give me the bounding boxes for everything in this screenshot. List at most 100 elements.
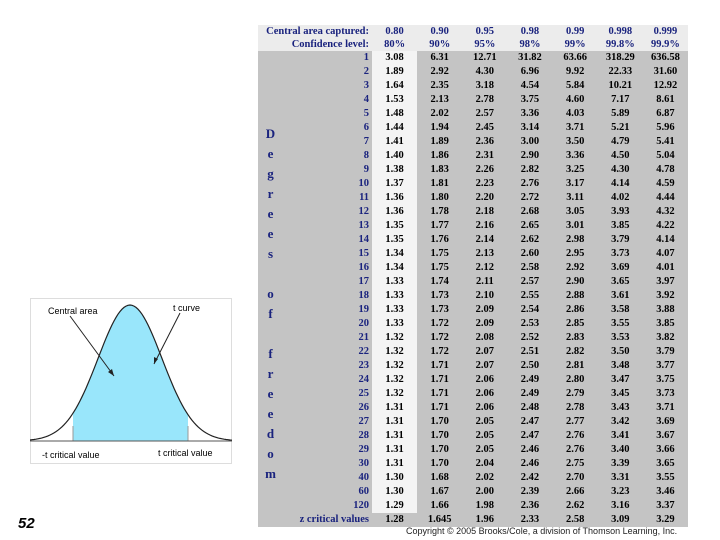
value-cell: 3.50 <box>565 136 585 147</box>
z-cell: 3.29 <box>642 513 688 527</box>
value-cell: 1.41 <box>372 135 418 149</box>
df-cell: 28 <box>358 430 370 441</box>
value-cell: 1.31 <box>372 457 418 471</box>
df-cell: 22 <box>358 346 370 357</box>
value-cell: 2.45 <box>475 122 495 133</box>
data-row: 14 1.35 1.76 2.14 2.62 2.98 3.79 4.14 <box>258 233 688 247</box>
value-cell: 2.95 <box>565 248 585 259</box>
data-row: 9 1.38 1.83 2.26 2.82 3.25 4.30 4.78 <box>258 163 688 177</box>
value-cell: 1.74 <box>430 276 449 287</box>
value-cell: 2.66 <box>565 486 585 497</box>
value-cell: 1.89 <box>430 136 449 147</box>
value-cell: 4.79 <box>611 136 630 147</box>
value-cell: 2.72 <box>520 192 540 203</box>
value-cell: 1.83 <box>430 164 449 175</box>
value-cell: 2.62 <box>520 234 540 245</box>
value-cell: 1.70 <box>430 444 449 455</box>
arrowhead <box>154 357 158 364</box>
value-cell: 4.14 <box>611 178 630 189</box>
value-cell: 2.78 <box>475 94 495 105</box>
value-cell: 5.04 <box>656 150 675 161</box>
data-row: 4 1.53 2.13 2.78 3.75 4.60 7.17 8.61 <box>258 93 688 107</box>
value-cell: 636.58 <box>650 52 680 63</box>
value-cell: 1.64 <box>372 79 418 93</box>
data-row: 40 1.30 1.68 2.02 2.42 2.70 3.31 3.55 <box>258 471 688 485</box>
value-cell: 1.34 <box>372 261 418 275</box>
value-cell: 1.76 <box>430 234 449 245</box>
value-cell: 1.72 <box>430 332 449 343</box>
value-cell: 2.53 <box>520 318 540 329</box>
value-cell: 3.77 <box>656 360 675 371</box>
header-cell: 98% <box>507 38 553 51</box>
value-cell: 1.33 <box>372 275 418 289</box>
z-cell: 1.28 <box>372 513 418 527</box>
central-area <box>73 305 188 441</box>
data-row: 15 1.34 1.75 2.13 2.60 2.95 3.73 4.07 <box>258 247 688 261</box>
value-cell: 2.54 <box>520 304 540 315</box>
value-cell: 1.78 <box>430 206 449 217</box>
data-row: 26 1.31 1.71 2.06 2.48 2.78 3.43 3.71 <box>258 401 688 415</box>
value-cell: 2.57 <box>475 108 495 119</box>
value-cell: 4.60 <box>565 94 585 105</box>
value-cell: 2.18 <box>475 206 495 217</box>
value-cell: 3.65 <box>656 458 675 469</box>
df-cell: 4 <box>363 94 369 105</box>
value-cell: 7.17 <box>611 94 630 105</box>
data-row: 10 1.37 1.81 2.23 2.76 3.17 4.14 4.59 <box>258 177 688 191</box>
value-cell: 1.32 <box>372 359 418 373</box>
z-cell: 1.96 <box>462 513 508 527</box>
data-row: 22 1.32 1.72 2.07 2.51 2.82 3.50 3.79 <box>258 345 688 359</box>
value-cell: 2.11 <box>475 276 494 287</box>
value-cell: 2.50 <box>520 360 540 371</box>
value-cell: 1.86 <box>430 150 449 161</box>
df-cell: 24 <box>358 374 370 385</box>
value-cell: 3.85 <box>611 220 630 231</box>
df-cell: 25 <box>358 388 370 399</box>
value-cell: 5.89 <box>611 108 630 119</box>
value-cell: 2.14 <box>475 234 495 245</box>
value-cell: 1.70 <box>430 416 449 427</box>
value-cell: 4.07 <box>656 248 675 259</box>
value-cell: 10.21 <box>608 80 633 91</box>
value-cell: 3.65 <box>611 276 630 287</box>
value-cell: 1.44 <box>372 121 418 135</box>
header-cell: 0.90 <box>417 25 463 38</box>
value-cell: 2.86 <box>565 304 585 315</box>
value-cell: 1.38 <box>372 163 418 177</box>
df-cell: 19 <box>358 304 370 315</box>
value-cell: 6.96 <box>520 66 540 77</box>
value-cell: 2.52 <box>520 332 540 343</box>
value-cell: 3.53 <box>611 332 630 343</box>
value-cell: 3.48 <box>611 360 630 371</box>
value-cell: 2.06 <box>475 388 495 399</box>
value-cell: 2.68 <box>520 206 540 217</box>
header-cell: 99% <box>552 38 598 51</box>
value-cell: 1.71 <box>430 360 449 371</box>
header-cell: 0.95 <box>462 25 508 38</box>
value-cell: 1.70 <box>430 458 449 469</box>
value-cell: 2.80 <box>565 374 585 385</box>
df-cell: 9 <box>363 164 369 175</box>
value-cell: 4.01 <box>656 262 675 273</box>
value-cell: 2.49 <box>520 374 540 385</box>
value-cell: 1.89 <box>372 65 418 79</box>
value-cell: 2.06 <box>475 374 495 385</box>
value-cell: 2.49 <box>520 388 540 399</box>
value-cell: 3.93 <box>611 206 630 217</box>
value-cell: 2.92 <box>565 262 585 273</box>
value-cell: 2.47 <box>520 430 540 441</box>
header-row: Central area captured: 0.80 0.90 0.95 0.98 0.… <box>258 25 688 38</box>
data-row: 6 1.44 1.94 2.45 3.14 3.71 5.21 5.96 <box>258 121 688 135</box>
value-cell: 3.08 <box>372 51 418 65</box>
value-cell: 31.60 <box>653 66 678 77</box>
value-cell: 1.30 <box>372 471 418 485</box>
header-cell: 95% <box>462 38 508 51</box>
value-cell: 3.73 <box>611 248 630 259</box>
value-cell: 4.54 <box>520 80 540 91</box>
df-cell: 14 <box>358 234 370 245</box>
value-cell: 2.76 <box>565 444 585 455</box>
data-row: 3 1.64 2.35 3.18 4.54 5.84 10.21 12.92 <box>258 79 688 93</box>
value-cell: 2.92 <box>430 66 449 77</box>
value-cell: 3.00 <box>520 136 540 147</box>
value-cell: 3.25 <box>565 164 585 175</box>
